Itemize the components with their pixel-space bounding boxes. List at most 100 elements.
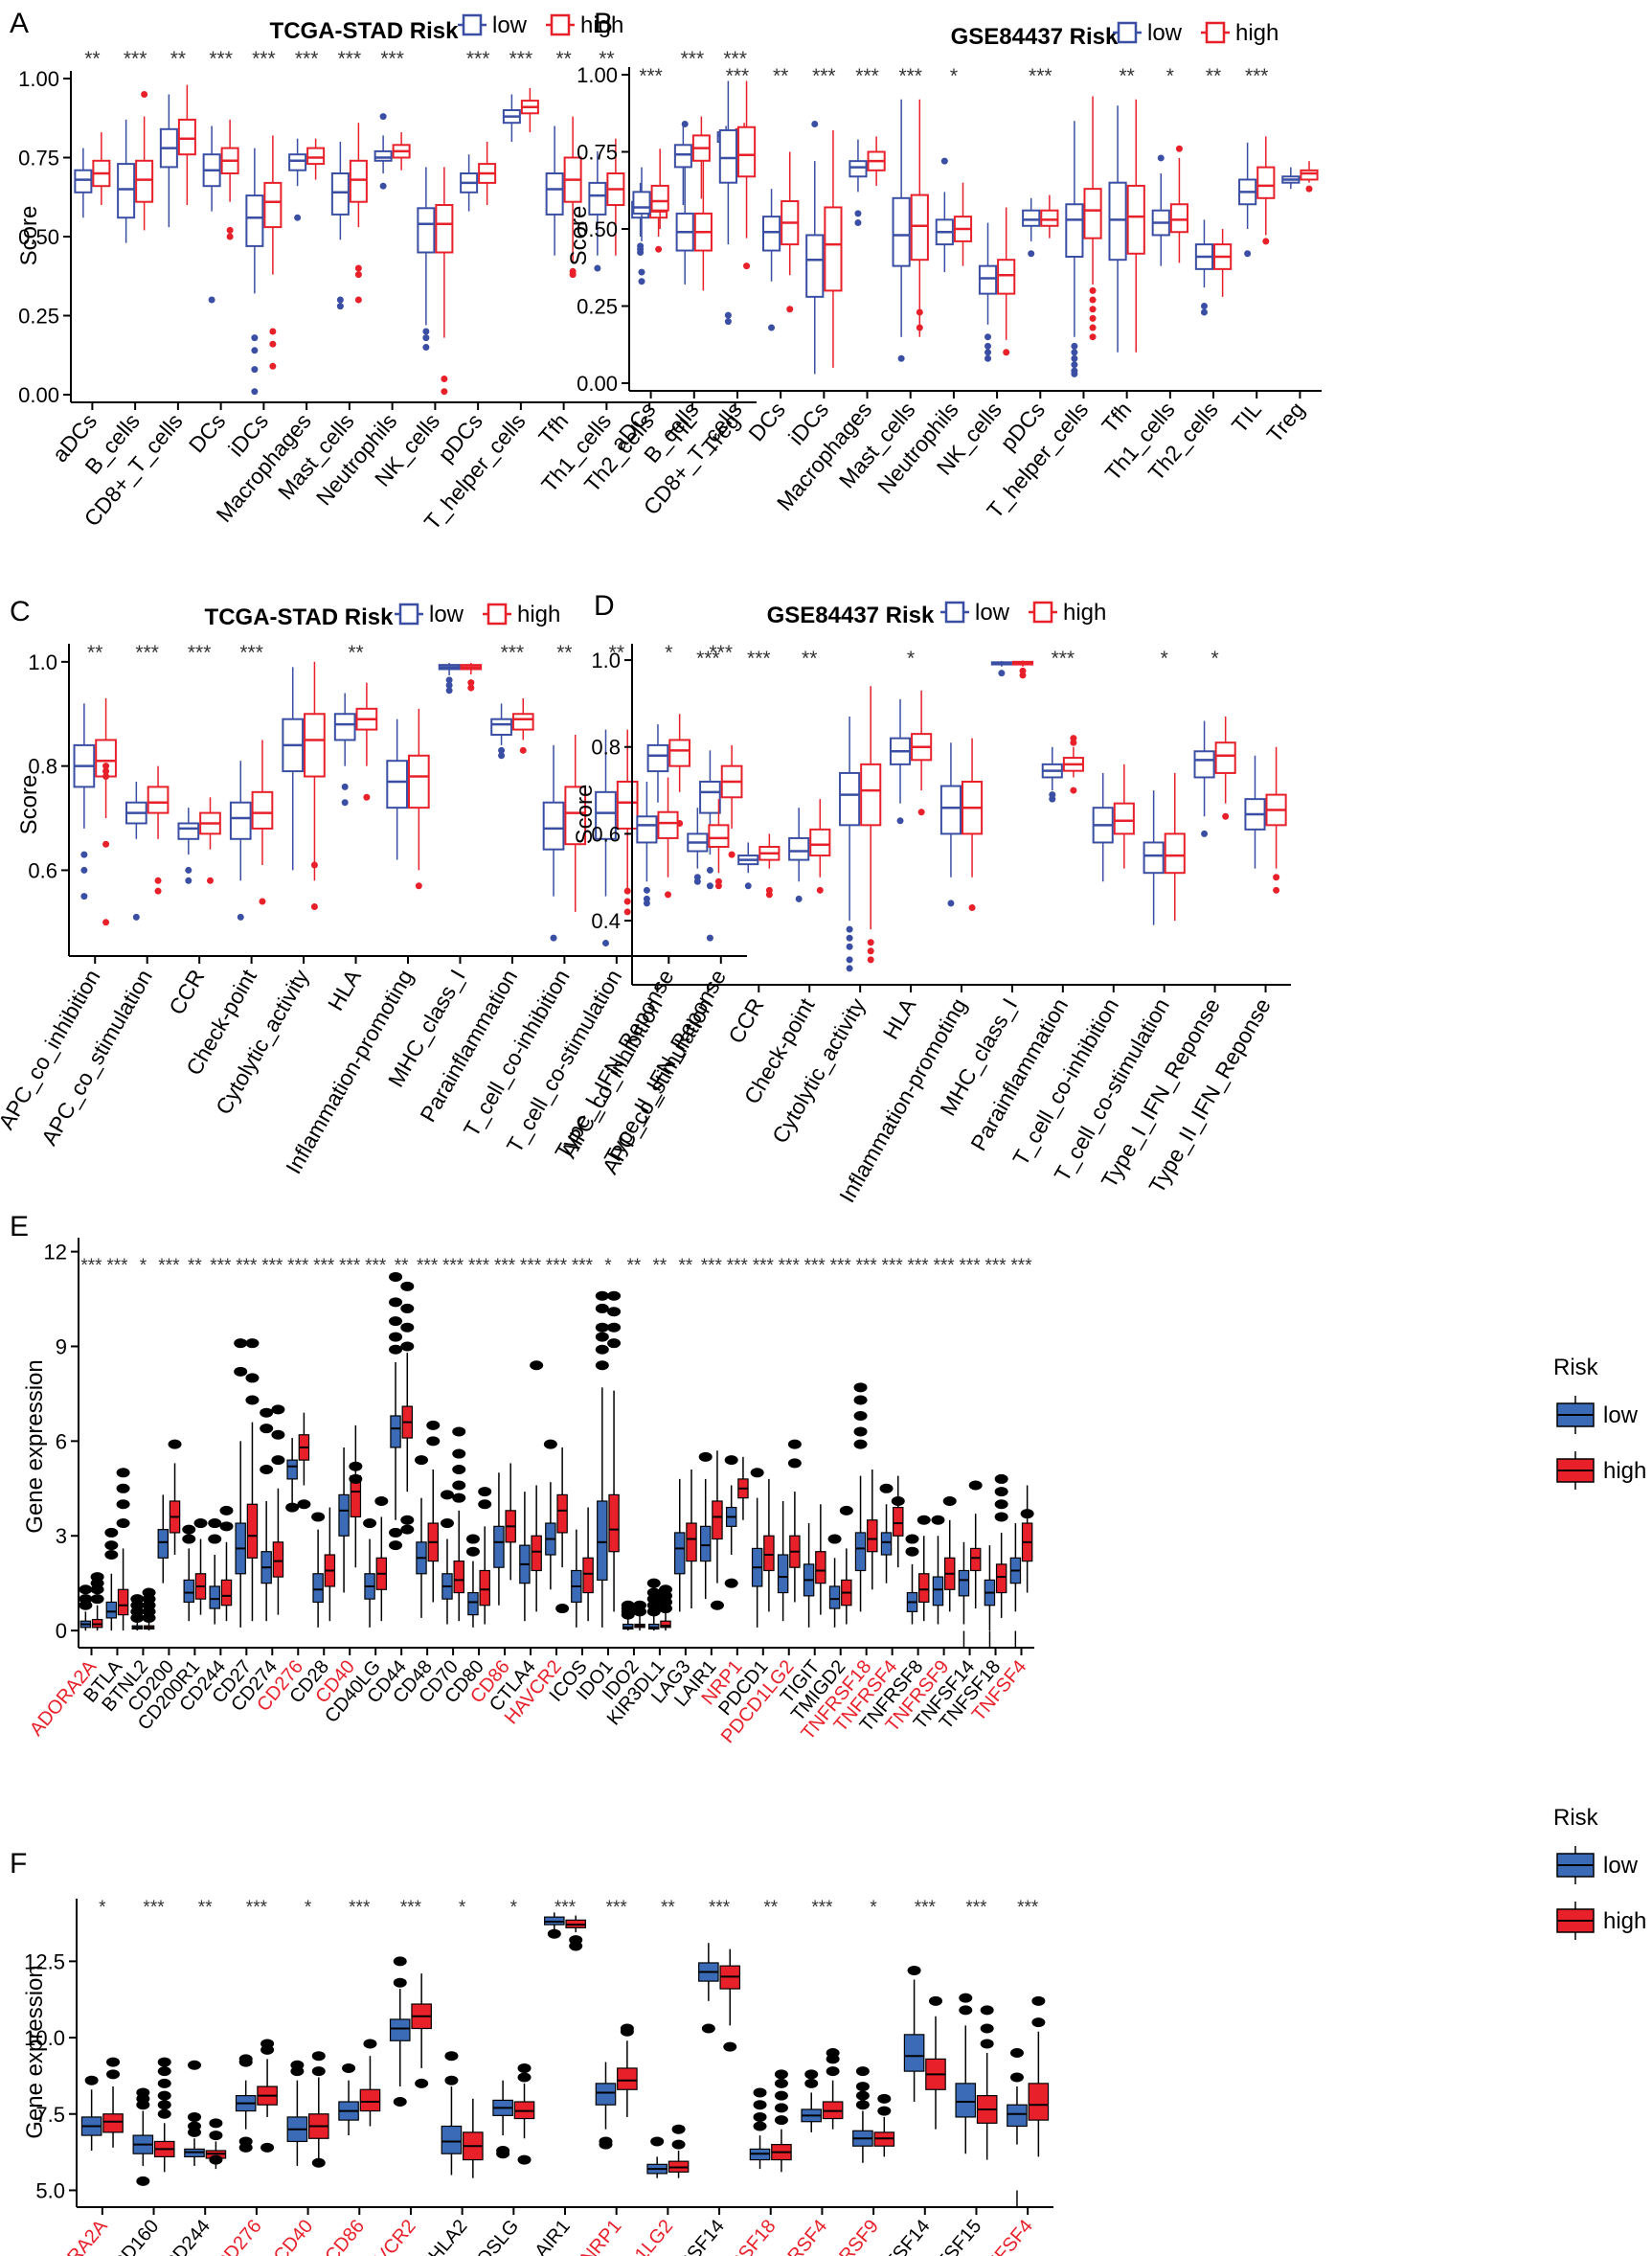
- outlier-point: [980, 2005, 994, 2016]
- x-tick-label: CD160: [108, 2216, 163, 2256]
- outlier-point: [599, 2139, 613, 2150]
- significance-label: ***: [681, 48, 705, 70]
- outlier-point: [400, 1281, 415, 1291]
- outlier-point: [724, 1455, 738, 1466]
- outlier-point: [379, 113, 387, 121]
- outlier-point: [855, 2066, 870, 2077]
- outlier-point: [826, 2066, 840, 2077]
- outlier-point: [259, 898, 266, 905]
- outlier-point: [774, 2115, 788, 2126]
- box-low: [849, 160, 868, 178]
- outlier-point: [363, 793, 371, 801]
- outlier-point: [854, 210, 862, 217]
- outlier-point: [102, 840, 110, 848]
- outlier-point: [724, 318, 732, 326]
- significance-label: *: [907, 648, 915, 670]
- outlier-point: [877, 2106, 892, 2116]
- outlier-point: [517, 2154, 532, 2165]
- box-low: [777, 1554, 789, 1594]
- y-tick-label: 7.5: [35, 2103, 65, 2127]
- outlier-point: [1305, 185, 1313, 193]
- significance-label: **: [678, 1256, 692, 1276]
- outlier-point: [498, 752, 506, 760]
- outlier-point: [157, 2090, 171, 2101]
- significance-label: ***: [915, 1898, 937, 1918]
- outlier-point: [1200, 308, 1208, 316]
- outlier-point: [787, 1439, 802, 1449]
- legend-label-high: high: [1235, 20, 1279, 46]
- outlier-point: [916, 308, 923, 316]
- outlier-point: [1089, 333, 1097, 341]
- outlier-point: [104, 1540, 119, 1551]
- y-axis-label: Score: [16, 206, 42, 266]
- outlier-point: [774, 2078, 788, 2088]
- box-high: [1214, 741, 1236, 774]
- outlier-point: [891, 1495, 905, 1506]
- y-tick-label: 0.8: [591, 736, 621, 760]
- box-low: [105, 1601, 118, 1619]
- outlier-point: [980, 2023, 994, 2034]
- x-tick-label: CCR: [164, 966, 209, 1019]
- outlier-point: [595, 1303, 609, 1313]
- x-tick-label: TIL: [1227, 397, 1266, 437]
- box-high: [556, 1493, 568, 1534]
- outlier-point: [681, 121, 689, 128]
- x-tick-label: ICOSLG: [461, 2216, 523, 2256]
- significance-label: ***: [338, 48, 362, 70]
- y-tick-label: 0.75: [18, 147, 59, 171]
- significance-label: **: [763, 1898, 778, 1918]
- outlier-point: [269, 340, 277, 348]
- outlier-point: [959, 2005, 973, 2016]
- box-low: [183, 1579, 194, 1604]
- legend-label-low: low: [1147, 20, 1183, 46]
- outlier-point: [290, 2060, 305, 2070]
- box-high: [1028, 2083, 1050, 2121]
- outlier-point: [839, 1505, 853, 1515]
- box-high: [708, 824, 730, 848]
- significance-label: ***: [779, 1256, 801, 1276]
- outlier-point: [251, 388, 259, 396]
- significance-label: **: [555, 48, 571, 70]
- y-axis-label: Gene expression: [22, 1965, 48, 2138]
- box-low: [595, 2083, 617, 2106]
- outlier-point: [826, 2048, 840, 2058]
- y-axis-label: Score: [572, 785, 598, 845]
- box-low: [389, 2018, 411, 2041]
- outlier-point: [998, 670, 1006, 677]
- box-low: [417, 207, 436, 254]
- outlier-point: [80, 866, 88, 874]
- box-high: [657, 810, 679, 839]
- y-tick-label: 9: [56, 1334, 67, 1358]
- significance-label: ***: [1010, 1256, 1032, 1276]
- outlier-point: [415, 2078, 429, 2088]
- box-low: [333, 713, 356, 741]
- box-high: [263, 181, 283, 229]
- legend-key-low: [1117, 21, 1138, 44]
- outlier-point: [867, 956, 874, 964]
- significance-label: ***: [959, 1256, 981, 1276]
- significance-label: ***: [1017, 1898, 1039, 1918]
- outlier-point: [787, 1458, 802, 1469]
- significance-label: ***: [606, 1898, 628, 1918]
- outlier-point: [1157, 154, 1165, 162]
- outlier-point: [753, 2121, 767, 2131]
- outlier-point: [907, 1965, 921, 1975]
- outlier-point: [693, 877, 701, 885]
- outlier-point: [607, 1338, 622, 1349]
- outlier-point: [400, 1515, 415, 1525]
- outlier-point: [238, 2054, 253, 2064]
- outlier-point: [659, 1584, 673, 1595]
- outlier-point: [422, 344, 430, 351]
- significance-label: ***: [726, 65, 750, 87]
- y-tick-label: 0.4: [591, 909, 621, 933]
- significance-label: ***: [124, 48, 147, 70]
- outlier-point: [336, 303, 344, 310]
- box-high: [736, 125, 757, 178]
- outlier-point: [1009, 2048, 1024, 2058]
- significance-label: *: [140, 1256, 147, 1276]
- outlier-point: [724, 1578, 738, 1588]
- chart-title: GSE84437 Risk: [767, 603, 935, 628]
- significance-label: ***: [723, 48, 747, 70]
- significance-label: ***: [209, 48, 233, 70]
- box-high: [815, 1551, 826, 1584]
